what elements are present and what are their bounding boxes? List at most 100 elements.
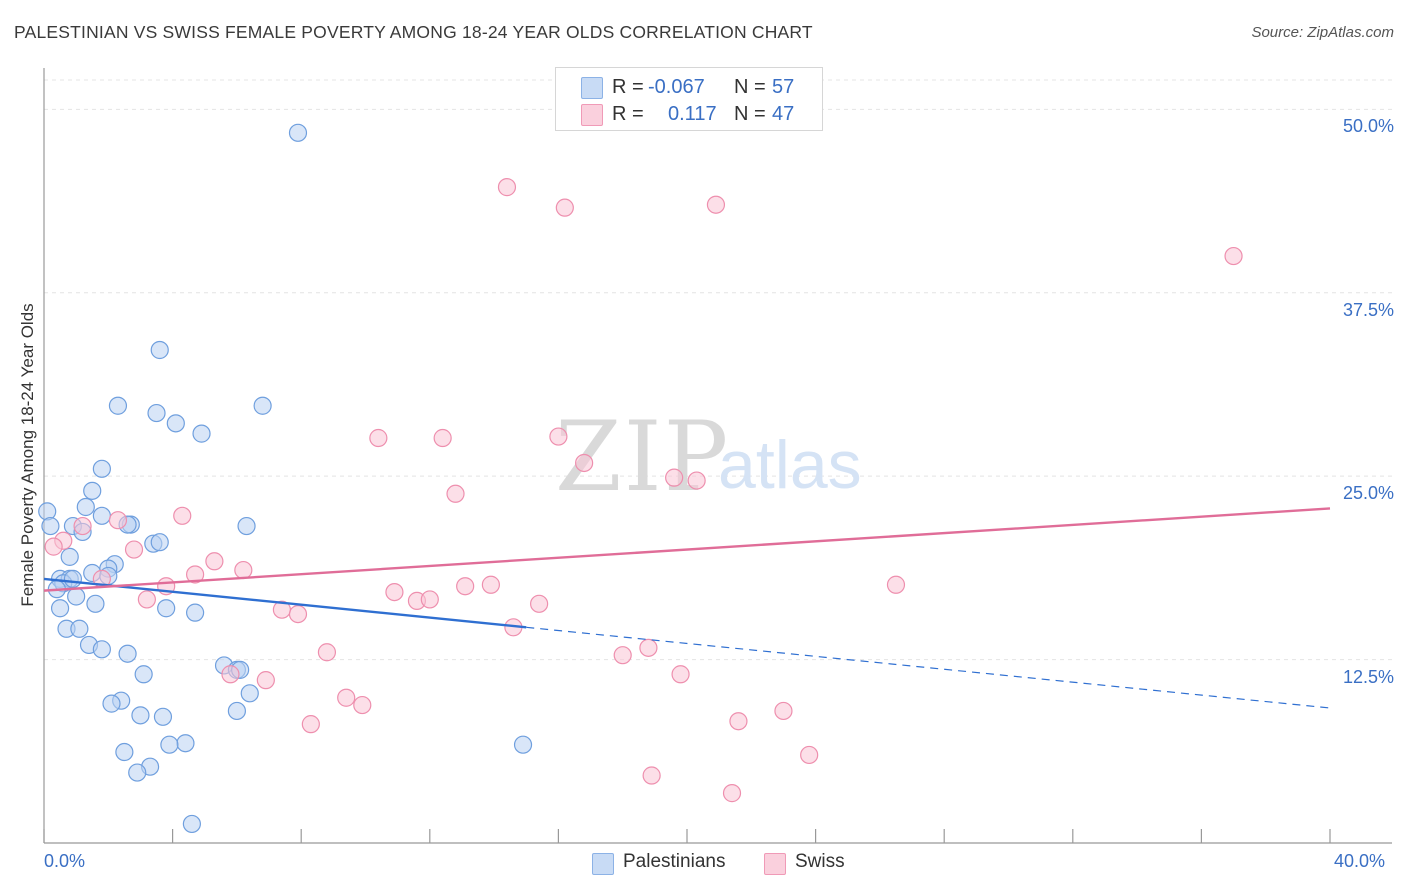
x-tick-min: 0.0% — [44, 851, 86, 871]
swiss-point — [186, 565, 205, 584]
swiss-point — [73, 516, 92, 536]
y-tick-label: 50.0% — [1342, 116, 1394, 137]
legend-n-label: N = — [734, 75, 766, 98]
swiss-point — [446, 484, 465, 503]
bottom-legend-label: Palestinians — [623, 851, 726, 872]
swiss-point — [353, 695, 372, 715]
swiss-point — [774, 701, 793, 721]
swiss-point — [317, 643, 337, 662]
swiss-point — [173, 506, 192, 525]
swiss-point — [886, 575, 906, 594]
swiss-point — [108, 511, 128, 530]
palestinians-point — [166, 414, 185, 433]
palestinians-point — [288, 123, 308, 142]
palestinians-point — [153, 707, 173, 726]
palestinians-point — [227, 701, 246, 721]
legend-n-value: 57 — [772, 75, 795, 98]
palestinians-point — [63, 569, 83, 588]
swiss-point — [555, 198, 574, 217]
swiss-point — [337, 688, 356, 707]
legend-r-value: 0.117 — [668, 102, 717, 125]
watermark-atlas: atlas — [718, 427, 862, 503]
legend-swatch-blue — [581, 77, 603, 99]
palestinians-point — [240, 684, 259, 703]
swiss-point — [671, 665, 690, 684]
legend-r-value: -0.067 — [648, 75, 705, 98]
palestinians-point — [83, 481, 102, 500]
legend-r-label: R = — [612, 102, 644, 125]
palestinians-point — [150, 533, 169, 552]
bottom-legend-swatch-blue — [592, 853, 614, 875]
swiss-point — [497, 178, 517, 197]
swiss-point — [385, 582, 404, 602]
palestinians-points — [38, 123, 533, 834]
palestinians-point — [150, 340, 169, 360]
palestinians-point — [86, 594, 105, 613]
swiss-point — [706, 195, 726, 214]
palestinians-point — [131, 706, 150, 725]
swiss-trend-line — [43, 507, 1331, 592]
palestinians-point — [157, 599, 176, 618]
palestinians-point — [67, 587, 86, 606]
palestinians-point — [92, 459, 111, 478]
palestinians-point — [92, 506, 111, 525]
swiss-point — [530, 594, 549, 613]
palestinians-point — [147, 403, 166, 423]
palestinians-trend-line — [43, 577, 527, 629]
swiss-point — [575, 453, 594, 473]
chart-title: PALESTINIAN VS SWISS FEMALE POVERTY AMON… — [14, 22, 813, 42]
palestinians-point — [513, 735, 533, 754]
legend-n-label: N = — [734, 102, 766, 125]
swiss-point — [369, 428, 388, 448]
palestinians-point — [176, 734, 195, 753]
legend-n-value: 47 — [772, 102, 795, 125]
palestinians-point — [118, 644, 137, 663]
swiss-point — [481, 575, 500, 594]
swiss-point — [549, 427, 568, 446]
palestinians-point — [41, 516, 60, 536]
watermark: ZIP atlas — [555, 401, 862, 513]
palestinians-point — [60, 547, 79, 566]
x-tick-max: 40.0% — [1334, 851, 1386, 871]
palestinians-point — [92, 640, 111, 659]
bottom-legend-swatch-pink — [764, 853, 786, 875]
swiss-point — [687, 471, 706, 490]
palestinians-point — [50, 599, 70, 618]
swiss-point — [1224, 246, 1243, 266]
swiss-point — [639, 638, 658, 657]
swiss-point — [665, 468, 684, 487]
trend-lines — [43, 507, 1331, 709]
swiss-point — [44, 537, 63, 556]
swiss-point — [456, 577, 475, 596]
y-tick-label: 37.5% — [1342, 299, 1394, 320]
palestinians-point — [253, 396, 272, 415]
swiss-point — [613, 646, 632, 665]
palestinians-point — [108, 396, 128, 415]
swiss-point — [205, 552, 224, 571]
legend-box: R = -0.067 N = 57 R = 0.117 N = 47 — [555, 67, 823, 131]
swiss-point — [256, 671, 275, 690]
palestinians-point — [237, 516, 256, 536]
legend-r-label: R = — [612, 75, 644, 98]
bottom-legend-label: Swiss — [795, 851, 845, 872]
palestinians-point — [128, 763, 147, 782]
palestinians-point — [38, 502, 57, 521]
swiss-point — [420, 590, 439, 609]
swiss-point — [221, 665, 240, 684]
palestinians-point — [186, 603, 205, 622]
swiss-point — [301, 715, 320, 734]
axes — [43, 68, 1392, 844]
palestinians-point — [134, 665, 153, 684]
palestinians-point — [76, 497, 95, 517]
y-tick-label: 25.0% — [1342, 483, 1394, 504]
swiss-point — [642, 766, 661, 785]
palestinians-point — [160, 735, 179, 754]
palestinians-point — [115, 742, 134, 762]
swiss-point — [288, 604, 308, 624]
swiss-point — [137, 590, 156, 609]
palestinians-point — [102, 694, 121, 713]
palestinians-trend-extension — [526, 626, 1331, 709]
y-tick-label: 12.5% — [1342, 666, 1394, 687]
swiss-point — [234, 560, 253, 580]
